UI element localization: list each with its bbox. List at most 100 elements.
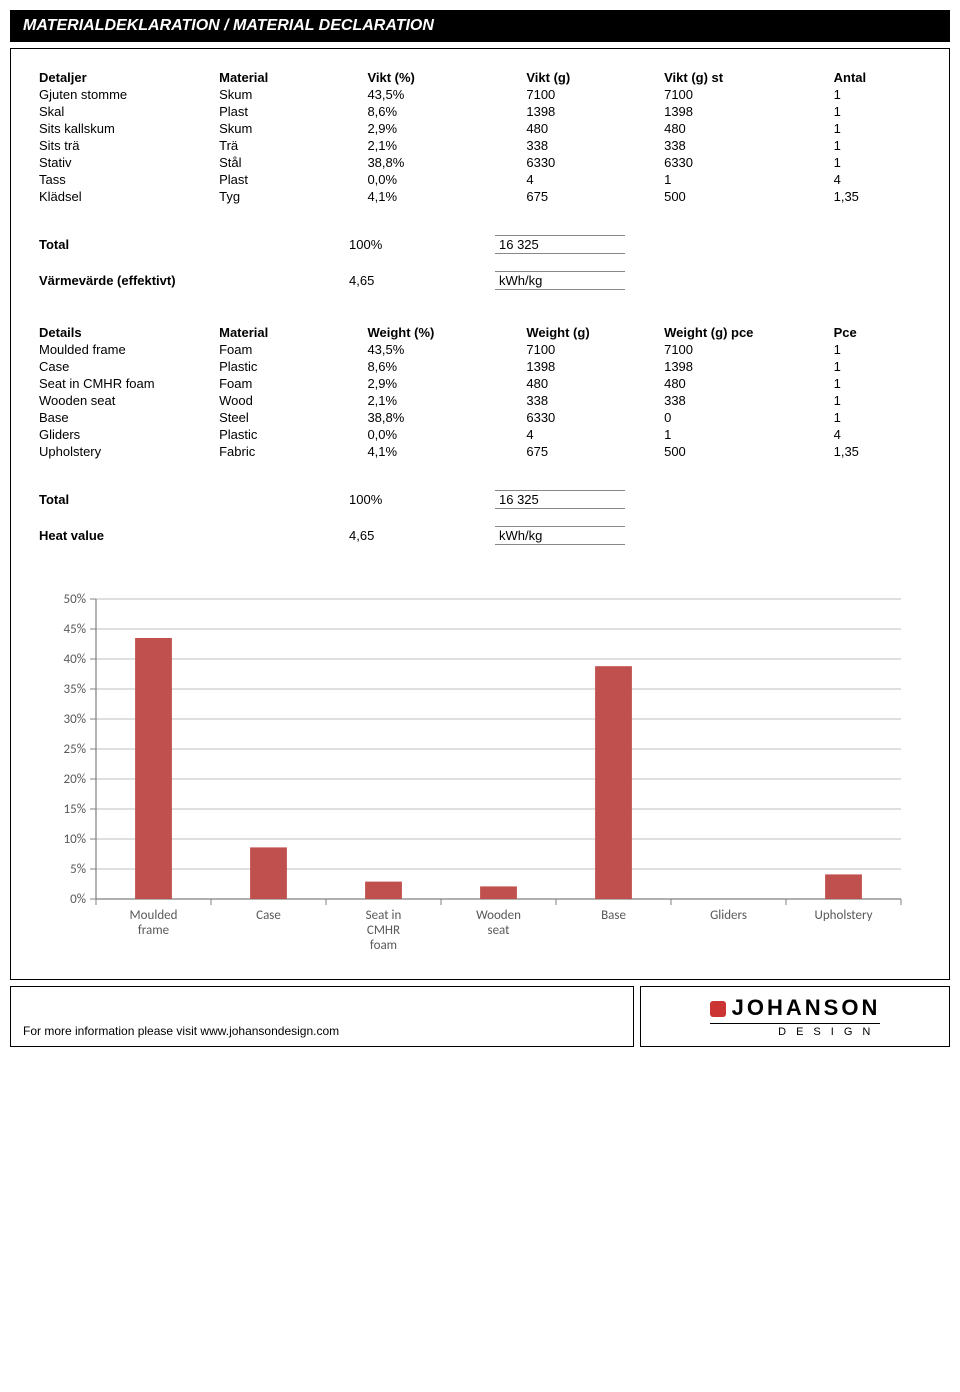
table-cell: Foam bbox=[215, 375, 363, 392]
table-cell: 0,0% bbox=[363, 426, 522, 443]
table-sv: DetaljerMaterialVikt (%)Vikt (g)Vikt (g)… bbox=[35, 69, 925, 205]
column-header: Weight (%) bbox=[363, 324, 522, 341]
svg-text:10%: 10% bbox=[64, 832, 86, 847]
table-cell: Sits kallskum bbox=[35, 120, 215, 137]
svg-text:35%: 35% bbox=[64, 682, 86, 697]
table-cell: 480 bbox=[660, 120, 830, 137]
logo-sub: DESIGN bbox=[710, 1023, 881, 1038]
table-cell: Steel bbox=[215, 409, 363, 426]
table-cell: 38,8% bbox=[363, 409, 522, 426]
column-header: Vikt (g) bbox=[522, 69, 660, 86]
svg-text:Gliders: Gliders bbox=[710, 908, 747, 923]
svg-text:5%: 5% bbox=[70, 862, 86, 877]
table-cell: 43,5% bbox=[363, 341, 522, 358]
svg-text:Case: Case bbox=[256, 908, 281, 923]
column-header: Weight (g) bbox=[522, 324, 660, 341]
summary-cell: Heat value bbox=[35, 527, 345, 545]
summary-cell: kWh/kg bbox=[495, 527, 625, 545]
table-cell: Tyg bbox=[215, 188, 363, 205]
table-cell: 1 bbox=[830, 154, 925, 171]
table-cell: Wooden seat bbox=[35, 392, 215, 409]
svg-text:50%: 50% bbox=[64, 592, 86, 607]
table-cell: Fabric bbox=[215, 443, 363, 460]
table-row: Sits kallskumSkum2,9%4804801 bbox=[35, 120, 925, 137]
table-cell: 4 bbox=[830, 426, 925, 443]
footer-info: For more information please visit www.jo… bbox=[10, 986, 634, 1047]
table-cell: 4 bbox=[522, 171, 660, 188]
table-cell: 1 bbox=[830, 341, 925, 358]
table-cell: Stativ bbox=[35, 154, 215, 171]
summary-row: Heat value4,65kWh/kg bbox=[35, 527, 625, 545]
table-cell: Upholstery bbox=[35, 443, 215, 460]
summary-sv: Total100%16 325 Värmevärde (effektivt)4,… bbox=[35, 235, 625, 290]
table-row: StativStål38,8%633063301 bbox=[35, 154, 925, 171]
table-cell: 0,0% bbox=[363, 171, 522, 188]
column-header: Material bbox=[215, 69, 363, 86]
table-cell: 500 bbox=[660, 443, 830, 460]
summary-row: Total100%16 325 bbox=[35, 236, 625, 254]
table-cell: 338 bbox=[522, 392, 660, 409]
column-header: Weight (g) pce bbox=[660, 324, 830, 341]
table-cell: Gjuten stomme bbox=[35, 86, 215, 103]
summary-cell: 100% bbox=[345, 236, 495, 254]
table-cell: 2,9% bbox=[363, 375, 522, 392]
table-cell: Sits trä bbox=[35, 137, 215, 154]
table-cell: 1 bbox=[830, 358, 925, 375]
svg-text:frame: frame bbox=[138, 923, 169, 938]
column-header: Material bbox=[215, 324, 363, 341]
table-cell: 480 bbox=[522, 375, 660, 392]
summary-cell: 4,65 bbox=[345, 272, 495, 290]
table-cell: 338 bbox=[660, 392, 830, 409]
table-cell: 38,8% bbox=[363, 154, 522, 171]
column-header: Antal bbox=[830, 69, 925, 86]
svg-text:Seat in: Seat in bbox=[366, 908, 402, 923]
table-cell: 1398 bbox=[660, 103, 830, 120]
column-header: Vikt (%) bbox=[363, 69, 522, 86]
table-cell: Trä bbox=[215, 137, 363, 154]
summary-cell: Värmevärde (effektivt) bbox=[35, 272, 345, 290]
summary-cell: 100% bbox=[345, 491, 495, 509]
table-cell: Klädsel bbox=[35, 188, 215, 205]
table-cell: 1,35 bbox=[830, 188, 925, 205]
table-cell: Base bbox=[35, 409, 215, 426]
logo-square-icon bbox=[710, 1001, 726, 1017]
table-cell: 1 bbox=[830, 137, 925, 154]
table-cell: 1 bbox=[830, 120, 925, 137]
svg-text:30%: 30% bbox=[64, 712, 86, 727]
summary-row: Total100%16 325 bbox=[35, 491, 625, 509]
svg-text:Wooden: Wooden bbox=[476, 908, 521, 923]
summary-cell: 16 325 bbox=[495, 491, 625, 509]
table-cell: 675 bbox=[522, 443, 660, 460]
summary-cell: Total bbox=[35, 491, 345, 509]
svg-text:foam: foam bbox=[370, 938, 397, 953]
column-header: Details bbox=[35, 324, 215, 341]
table-cell: Plast bbox=[215, 103, 363, 120]
table-row: CasePlastic8,6%139813981 bbox=[35, 358, 925, 375]
svg-text:CMHR: CMHR bbox=[367, 923, 400, 938]
bar-chart-container: 0%5%10%15%20%25%30%35%40%45%50%Mouldedfr… bbox=[35, 579, 925, 955]
table-cell: 4 bbox=[522, 426, 660, 443]
table-row: Gjuten stommeSkum43,5%710071001 bbox=[35, 86, 925, 103]
table-cell: 1 bbox=[830, 392, 925, 409]
table-cell: 1398 bbox=[660, 358, 830, 375]
table-cell: 1 bbox=[830, 409, 925, 426]
table-cell: Skum bbox=[215, 86, 363, 103]
table-row: BaseSteel38,8%633001 bbox=[35, 409, 925, 426]
table-cell: 1 bbox=[830, 375, 925, 392]
svg-text:Base: Base bbox=[601, 908, 626, 923]
table-cell: 43,5% bbox=[363, 86, 522, 103]
table-en: DetailsMaterialWeight (%)Weight (g)Weigh… bbox=[35, 324, 925, 460]
table-cell: Skum bbox=[215, 120, 363, 137]
svg-text:20%: 20% bbox=[64, 772, 86, 787]
table-cell: 1,35 bbox=[830, 443, 925, 460]
table-row: Sits träTrä2,1%3383381 bbox=[35, 137, 925, 154]
table-cell: Seat in CMHR foam bbox=[35, 375, 215, 392]
table-cell: 480 bbox=[660, 375, 830, 392]
table-cell: Foam bbox=[215, 341, 363, 358]
table-row: SkalPlast8,6%139813981 bbox=[35, 103, 925, 120]
table-row: GlidersPlastic0,0%414 bbox=[35, 426, 925, 443]
weight-bar-chart: 0%5%10%15%20%25%30%35%40%45%50%Mouldedfr… bbox=[41, 589, 911, 949]
table-cell: 6330 bbox=[522, 409, 660, 426]
table-cell: Plastic bbox=[215, 358, 363, 375]
table-cell: 338 bbox=[522, 137, 660, 154]
